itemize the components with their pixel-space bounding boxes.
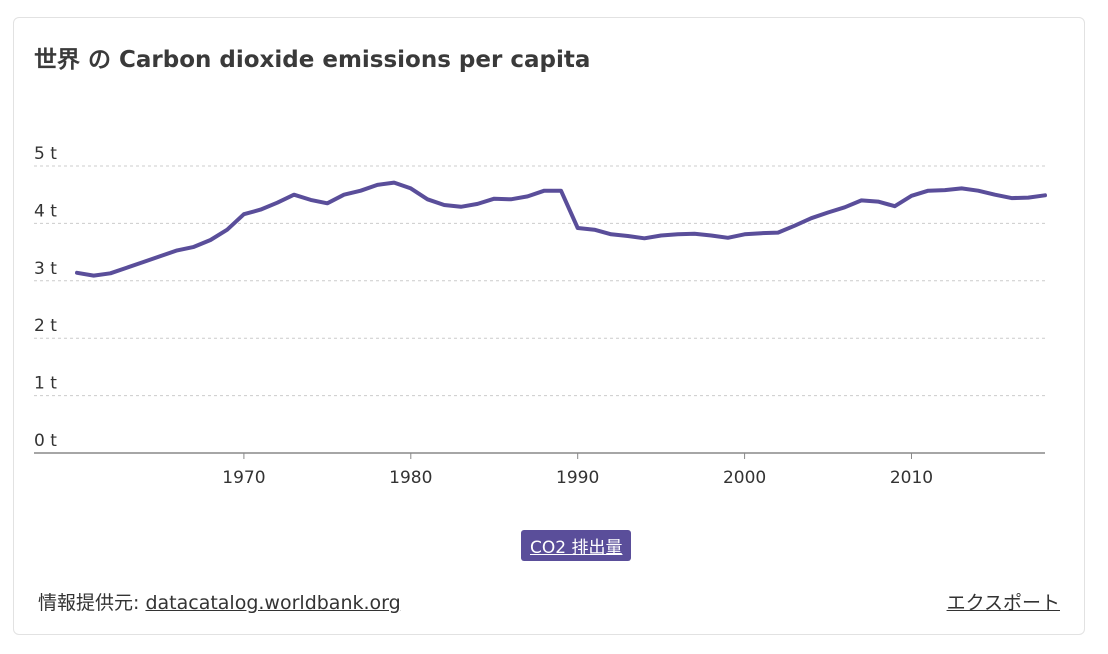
series-line-co2 (75, 180, 1047, 278)
chart-card: 世界 の Carbon dioxide emissions per capita… (13, 17, 1085, 635)
y-tick-label-0: 0 t (34, 431, 57, 451)
x-tick-label-1970: 1970 (222, 468, 265, 488)
x-tick-label-1990: 1990 (556, 468, 599, 488)
y-axis-labels: 0 t 1 t 2 t 3 t 4 t 5 t (34, 144, 57, 451)
x-axis: 1970 1980 1990 2000 2010 (34, 452, 1045, 488)
x-tick-label-1980: 1980 (389, 468, 432, 488)
grid-lines (34, 165, 1045, 397)
series-group (75, 180, 1047, 278)
y-tick-label-2: 2 t (34, 316, 57, 336)
y-tick-label-3: 3 t (34, 259, 57, 279)
x-tick-label-2010: 2010 (890, 468, 933, 488)
line-chart: 0 t 1 t 2 t 3 t 4 t 5 t 1970 1980 1990 2000 2010 (34, 144, 1047, 488)
source-link[interactable]: datacatalog.worldbank.org (145, 592, 401, 614)
source-prefix: 情報提供元: (38, 592, 140, 614)
x-tick-label-2000: 2000 (723, 468, 766, 488)
legend-item-co2[interactable]: CO2 排出量 (521, 530, 632, 561)
y-tick-label-5: 5 t (34, 144, 57, 164)
chart-title: 世界 の Carbon dioxide emissions per capita (34, 47, 591, 73)
y-tick-label-4: 4 t (34, 201, 57, 221)
source-attribution: 情報提供元: datacatalog.worldbank.org (38, 588, 401, 615)
y-tick-label-1: 1 t (34, 374, 57, 394)
export-link[interactable]: エクスポート (946, 592, 1060, 614)
